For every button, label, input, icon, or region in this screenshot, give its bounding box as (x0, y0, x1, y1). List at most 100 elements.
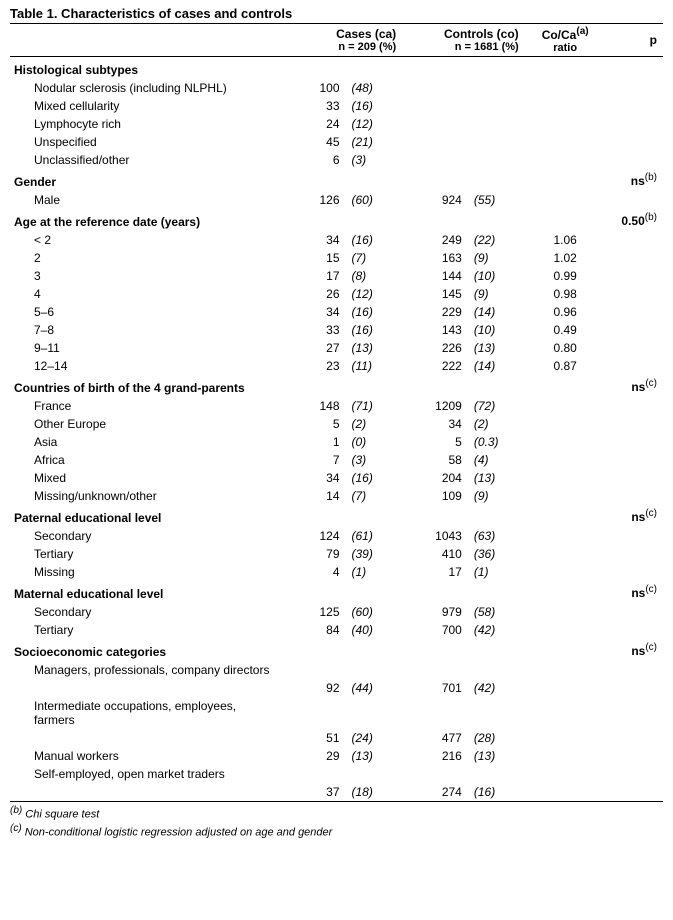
row-n-cases: 24 (282, 115, 347, 133)
section-p: ns(c) (604, 639, 663, 661)
row-ratio (527, 621, 604, 639)
row-n-controls: 410 (404, 545, 470, 563)
row-ratio (527, 433, 604, 451)
row-n-cases: 126 (282, 191, 347, 209)
row-ratio (527, 729, 604, 747)
row-label: Secondary (10, 527, 282, 545)
row-n-cases: 124 (282, 527, 347, 545)
row-label: Managers, professionals, company directo… (10, 661, 282, 679)
row-pct-cases: (8) (348, 267, 405, 285)
row-pct-controls: (4) (470, 451, 527, 469)
section-label: Maternal educational level (10, 581, 282, 603)
section-label: Socioeconomic categories (10, 639, 282, 661)
row-pct-cases: (60) (348, 191, 405, 209)
row-n-cases: 17 (282, 267, 347, 285)
row-pct-controls: (42) (470, 679, 527, 697)
row-n-controls: 17 (404, 563, 470, 581)
section-p: ns(c) (604, 375, 663, 397)
section-p: ns(c) (604, 505, 663, 527)
row-pct-controls: (22) (470, 231, 527, 249)
row-pct-controls: (13) (470, 747, 527, 765)
header-blank (10, 24, 282, 57)
row-pct-controls: (0.3) (470, 433, 527, 451)
row-n-controls: 34 (404, 415, 470, 433)
row-pct-cases: (40) (348, 621, 405, 639)
row-ratio (527, 545, 604, 563)
row-pct-controls: (10) (470, 267, 527, 285)
row-n-controls: 924 (404, 191, 470, 209)
row-pct-cases: (16) (348, 469, 405, 487)
row-n-controls: 109 (404, 487, 470, 505)
row-label: Nodular sclerosis (including NLPHL) (10, 79, 282, 97)
row-pct-cases: (48) (348, 79, 405, 97)
row-label: 5–6 (10, 303, 282, 321)
header-p: p (604, 24, 663, 57)
header-ratio: Co/Ca(a) ratio (527, 24, 604, 57)
row-label: 9–11 (10, 339, 282, 357)
row-n-controls (404, 115, 470, 133)
row-pct-controls: (9) (470, 487, 527, 505)
section-p (604, 57, 663, 80)
row-ratio: 0.49 (527, 321, 604, 339)
row-ratio (527, 97, 604, 115)
header-controls: Controls (co) n = 1681 (%) (404, 24, 527, 57)
row-label: 7–8 (10, 321, 282, 339)
row-ratio (527, 415, 604, 433)
row-pct-controls (470, 133, 527, 151)
row-pct-cases: (3) (348, 151, 405, 169)
row-pct-cases: (18) (348, 783, 405, 802)
row-pct-cases: (12) (348, 285, 405, 303)
row-n-cases: 125 (282, 603, 347, 621)
row-n-controls (404, 133, 470, 151)
row-ratio: 1.02 (527, 249, 604, 267)
row-label: Manual workers (10, 747, 282, 765)
row-n-controls (404, 97, 470, 115)
row-n-cases: 15 (282, 249, 347, 267)
row-label: Unclassified/other (10, 151, 282, 169)
row-n-cases: 27 (282, 339, 347, 357)
row-n-cases: 37 (282, 783, 347, 802)
row-n-controls: 477 (404, 729, 470, 747)
row-label: Unspecified (10, 133, 282, 151)
row-label: Tertiary (10, 545, 282, 563)
row-pct-controls: (55) (470, 191, 527, 209)
row-ratio: 0.87 (527, 357, 604, 375)
row-ratio: 0.99 (527, 267, 604, 285)
row-pct-cases: (16) (348, 97, 405, 115)
row-pct-cases: (13) (348, 747, 405, 765)
row-pct-controls: (9) (470, 249, 527, 267)
row-n-cases: 33 (282, 97, 347, 115)
row-ratio (527, 679, 604, 697)
row-n-controls: 701 (404, 679, 470, 697)
row-pct-controls: (42) (470, 621, 527, 639)
row-label: 2 (10, 249, 282, 267)
row-label: 12–14 (10, 357, 282, 375)
row-n-controls: 144 (404, 267, 470, 285)
row-pct-controls: (9) (470, 285, 527, 303)
row-label: < 2 (10, 231, 282, 249)
row-n-controls: 226 (404, 339, 470, 357)
row-pct-controls: (1) (470, 563, 527, 581)
row-n-cases: 34 (282, 469, 347, 487)
row-pct-cases: (60) (348, 603, 405, 621)
row-n-cases: 51 (282, 729, 347, 747)
row-n-controls: 979 (404, 603, 470, 621)
row-pct-cases: (11) (348, 357, 405, 375)
row-n-controls: 274 (404, 783, 470, 802)
row-n-controls: 163 (404, 249, 470, 267)
row-label: Lymphocyte rich (10, 115, 282, 133)
row-n-cases: 92 (282, 679, 347, 697)
row-pct-cases: (7) (348, 249, 405, 267)
row-n-cases: 79 (282, 545, 347, 563)
row-ratio (527, 469, 604, 487)
row-pct-cases: (16) (348, 303, 405, 321)
row-ratio (527, 133, 604, 151)
row-pct-cases: (39) (348, 545, 405, 563)
row-n-cases: 1 (282, 433, 347, 451)
row-label: Secondary (10, 603, 282, 621)
row-pct-controls (470, 151, 527, 169)
row-pct-controls: (72) (470, 397, 527, 415)
row-n-controls: 145 (404, 285, 470, 303)
row-pct-controls (470, 97, 527, 115)
row-pct-controls: (13) (470, 469, 527, 487)
